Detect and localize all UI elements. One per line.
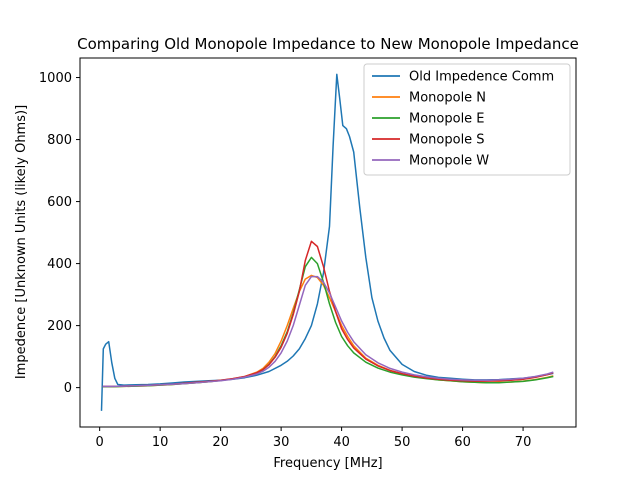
legend-label: Monopole S — [409, 133, 485, 148]
x-tick-label: 0 — [96, 435, 104, 450]
x-tick-label: 20 — [212, 435, 229, 450]
legend-label: Monopole W — [409, 154, 489, 169]
legend-box — [363, 63, 571, 176]
y-tick-label: 800 — [47, 133, 72, 148]
x-axis-label: Frequency [MHz] — [273, 456, 382, 471]
series-line-monopole-w — [102, 275, 554, 388]
legend-label: Old Impedence Comm — [409, 70, 554, 85]
chart-title: Comparing Old Monopole Impedance to New … — [77, 35, 579, 53]
y-axis-label: Impedence [Unknown Units (likely Ohms)] — [14, 105, 29, 379]
legend-label: Monopole N — [409, 91, 486, 106]
x-tick-label: 30 — [273, 435, 290, 450]
y-tick-label: 1000 — [39, 71, 72, 86]
x-tick-label: 40 — [333, 435, 350, 450]
plot-frame — [79, 57, 577, 428]
series-line-old-impedence-comm — [100, 73, 554, 411]
x-tick-label: 70 — [515, 435, 532, 450]
y-tick-label: 200 — [47, 319, 72, 334]
plot-lines — [100, 73, 554, 411]
y-tick-label: 600 — [47, 195, 72, 210]
axis-ticks: 0 10 20 30 40 50 60 70 0 200 400 600 800 1000 — [39, 71, 531, 450]
x-tick-label: 10 — [152, 435, 169, 450]
legend: Old Impedence Comm Monopole N Monopole E Mo… — [363, 63, 571, 176]
x-tick-label: 60 — [454, 435, 471, 450]
y-tick-label: 0 — [64, 381, 72, 396]
x-tick-label: 50 — [394, 435, 411, 450]
y-tick-label: 400 — [47, 257, 72, 272]
legend-label: Monopole E — [409, 112, 485, 127]
